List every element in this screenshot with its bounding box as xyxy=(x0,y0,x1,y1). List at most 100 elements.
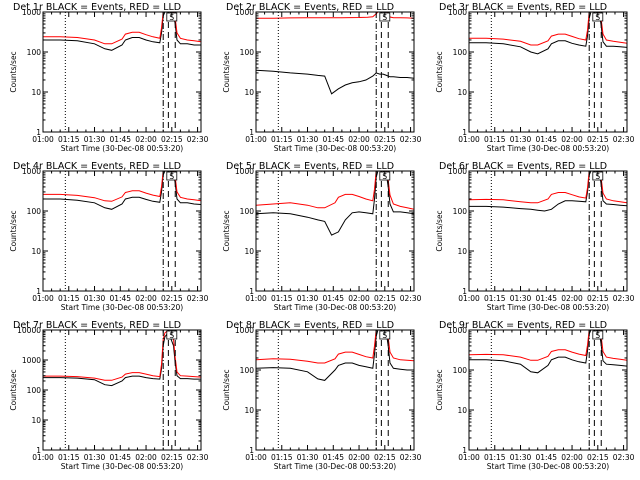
y-tick-label: 1 xyxy=(36,446,41,455)
x-tick-label: 02:00 xyxy=(561,453,583,462)
x-tick-label: 02:00 xyxy=(561,294,583,303)
x-tick-label: 01:15 xyxy=(484,135,506,144)
y-tick-label: 10 xyxy=(457,88,467,97)
x-tick-label: 02:30 xyxy=(400,294,422,303)
x-tick-label: 01:30 xyxy=(510,453,532,462)
y-axis-label: Counts/sec xyxy=(435,210,444,251)
y-axis-label: Counts/sec xyxy=(222,369,231,410)
x-axis-label: Start Time (30-Dec-08 00:53:20) xyxy=(487,462,609,471)
y-tick-label: 1000 xyxy=(235,8,254,17)
series-lld xyxy=(43,12,201,45)
x-tick-label: 02:00 xyxy=(135,453,157,462)
x-axis-label: Start Time (30-Dec-08 00:53:20) xyxy=(274,462,396,471)
x-axis-label: Start Time (30-Dec-08 00:53:20) xyxy=(61,462,183,471)
y-tick-label: 10 xyxy=(244,406,254,415)
x-tick-label: 02:30 xyxy=(400,135,422,144)
series-events xyxy=(469,171,627,212)
y-tick-label: 1 xyxy=(249,287,254,296)
x-tick-label: 02:15 xyxy=(374,453,396,462)
y-tick-label: 1000 xyxy=(22,8,41,17)
y-tick-label: 100 xyxy=(453,48,468,57)
x-tick-label: 02:15 xyxy=(374,294,396,303)
x-tick-label: 01:45 xyxy=(535,294,557,303)
y-tick-label: 1 xyxy=(462,446,467,455)
x-tick-label: 02:00 xyxy=(135,294,157,303)
y-tick-label: 10 xyxy=(244,247,254,256)
y-tick-label: 1000 xyxy=(448,326,467,335)
x-tick-label: 01:15 xyxy=(484,294,506,303)
y-axis-label: Counts/sec xyxy=(435,369,444,410)
x-tick-label: 02:30 xyxy=(613,294,635,303)
y-tick-label: 1 xyxy=(462,287,467,296)
x-tick-label: 01:45 xyxy=(109,294,131,303)
x-tick-label: 01:00 xyxy=(32,135,54,144)
y-tick-label: 100 xyxy=(240,366,255,375)
series-events xyxy=(469,330,627,374)
x-tick-label: 02:15 xyxy=(587,135,609,144)
saa-annotation-label: S xyxy=(382,13,387,22)
y-tick-label: 1 xyxy=(462,128,467,137)
y-tick-label: 1000 xyxy=(448,8,467,17)
plot-frame xyxy=(255,329,415,451)
panel-title: Det 7r BLACK = Events, RED = LLD xyxy=(13,320,181,331)
y-tick-label: 1 xyxy=(249,128,254,137)
x-tick-label: 01:15 xyxy=(271,453,293,462)
x-axis-label: Start Time (30-Dec-08 00:53:20) xyxy=(61,144,183,153)
y-tick-label: 10 xyxy=(244,88,254,97)
series-events xyxy=(256,69,414,95)
plot-area xyxy=(256,171,414,236)
x-tick-label: 01:00 xyxy=(458,453,480,462)
y-axis-label: Counts/sec xyxy=(435,51,444,92)
x-tick-label: 02:00 xyxy=(135,135,157,144)
plot-area xyxy=(256,330,414,381)
x-tick-label: 02:30 xyxy=(400,453,422,462)
panel-title: Det 3r BLACK = Events, RED = LLD xyxy=(439,2,607,13)
x-tick-label: 01:00 xyxy=(245,453,267,462)
plot-frame xyxy=(42,329,202,451)
saa-annotation-label: S xyxy=(382,331,387,340)
saa-annotation-label: S xyxy=(595,172,600,181)
x-tick-label: 01:00 xyxy=(458,294,480,303)
x-tick-label: 02:30 xyxy=(187,135,209,144)
series-lld xyxy=(256,12,414,19)
saa-annotation-label: S xyxy=(595,331,600,340)
x-tick-label: 01:30 xyxy=(84,135,106,144)
x-tick-label: 01:15 xyxy=(484,453,506,462)
y-tick-label: 10 xyxy=(31,416,41,425)
panel-title: Det 2r BLACK = Events, RED = LLD xyxy=(226,2,394,13)
x-tick-label: 01:45 xyxy=(322,135,344,144)
x-tick-label: 01:00 xyxy=(32,294,54,303)
saa-annotation-label: S xyxy=(169,331,174,340)
x-tick-label: 02:15 xyxy=(587,294,609,303)
plot-frame xyxy=(255,170,415,292)
x-tick-label: 02:15 xyxy=(161,294,183,303)
x-tick-label: 02:30 xyxy=(187,453,209,462)
series-events xyxy=(43,12,201,51)
series-lld xyxy=(256,330,414,364)
series-lld xyxy=(256,171,414,210)
x-tick-label: 01:30 xyxy=(510,135,532,144)
x-tick-label: 01:45 xyxy=(535,135,557,144)
x-tick-label: 01:45 xyxy=(535,453,557,462)
x-tick-label: 01:15 xyxy=(58,135,80,144)
x-tick-label: 01:30 xyxy=(297,294,319,303)
y-tick-label: 1000 xyxy=(448,167,467,176)
series-events xyxy=(43,333,201,387)
x-tick-label: 01:30 xyxy=(297,453,319,462)
series-lld xyxy=(469,171,627,204)
plot-frame xyxy=(42,170,202,292)
x-tick-label: 01:00 xyxy=(245,135,267,144)
y-axis-label: Counts/sec xyxy=(222,210,231,251)
x-axis-label: Start Time (30-Dec-08 00:53:20) xyxy=(487,144,609,153)
x-tick-label: 01:15 xyxy=(271,135,293,144)
series-lld xyxy=(469,12,627,46)
plot-area xyxy=(469,330,627,374)
